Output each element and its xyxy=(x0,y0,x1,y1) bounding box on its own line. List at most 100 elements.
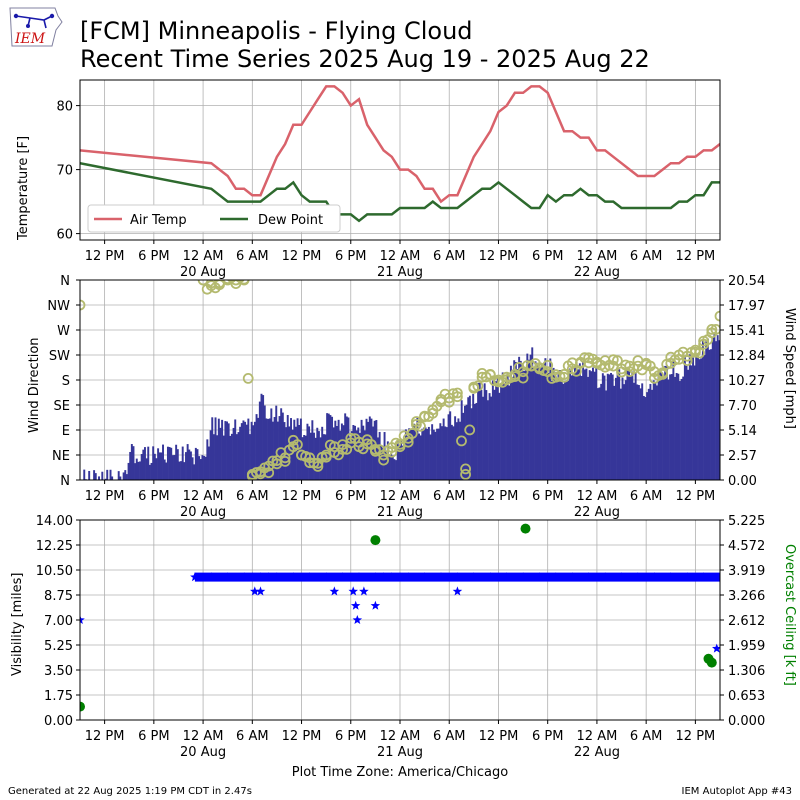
wind-direction-point xyxy=(464,424,476,436)
ceiling-tick-label: 1.306 xyxy=(728,664,765,679)
wind-speed-tick-label: 10.27 xyxy=(728,374,765,389)
wind-speed-bar xyxy=(610,372,612,480)
wind-speed-bar xyxy=(214,417,217,480)
wind-speed-bar xyxy=(216,435,219,480)
wind-speed-bar xyxy=(598,387,601,480)
wind-speed-bar xyxy=(280,408,283,480)
x-tick-label: 12 PM xyxy=(85,489,125,504)
wind-speed-bar xyxy=(590,371,593,480)
wind-speed-bar xyxy=(682,376,685,480)
wind-speed-bar xyxy=(580,376,583,480)
wind-speed-bar xyxy=(101,471,104,480)
wind-speed-bar xyxy=(677,373,680,480)
wind-speed-bar xyxy=(388,454,391,480)
wind-speed-bar xyxy=(109,469,112,480)
temperature-axis-label: Temperature [F] xyxy=(16,136,31,241)
x-tick-label: 12 AM xyxy=(380,729,421,744)
wind-speed-bar xyxy=(588,370,591,480)
ceiling-axis-label: Overcast Ceiling [k ft] xyxy=(782,544,797,686)
wind-speed-bar xyxy=(434,431,437,480)
wind-direction-point xyxy=(694,347,705,359)
wind-speed-bar xyxy=(646,392,649,480)
wind-speed-bar xyxy=(117,471,120,480)
wind-speed-bar xyxy=(281,412,284,480)
wind-direction-tick-label: N xyxy=(60,274,70,289)
x-tick-label: 6 AM xyxy=(236,489,269,504)
wind-direction-point xyxy=(283,444,295,456)
wind-speed-bar xyxy=(662,377,665,480)
wind-speed-bar xyxy=(495,381,498,480)
x-tick-label: 6 AM xyxy=(433,729,466,744)
wind-speed-bar xyxy=(680,378,683,480)
x-tick-label: 12 AM xyxy=(380,249,421,264)
wind-speed-bar xyxy=(437,428,440,480)
wind-speed-bar xyxy=(93,470,96,480)
wind-speed-bar xyxy=(189,451,192,480)
wind-speed-bar xyxy=(468,395,471,480)
wind-direction-point xyxy=(242,372,254,384)
wind-speed-bar xyxy=(485,390,488,480)
wind-speed-bar xyxy=(260,393,263,480)
ceiling-tick-label: 4.572 xyxy=(728,539,765,554)
wind-direction-point xyxy=(542,359,554,371)
wind-speed-bar xyxy=(532,366,535,480)
wind-speed-bar xyxy=(614,377,617,480)
wind-speed-bar xyxy=(585,368,588,480)
wind-direction-point xyxy=(238,280,250,285)
wind-speed-bar xyxy=(577,369,580,480)
wind-speed-bar xyxy=(211,417,214,480)
wind-speed-bar xyxy=(155,458,158,480)
wind-speed-bar xyxy=(298,424,301,480)
x-tick-label: 12 PM xyxy=(85,729,125,744)
wind-speed-bar xyxy=(226,421,228,480)
visibility-point xyxy=(350,600,361,610)
wind-speed-bar xyxy=(242,420,245,480)
wind-speed-bar xyxy=(350,431,353,480)
wind-speed-bar xyxy=(421,428,424,480)
x-tick-label: 12 PM xyxy=(479,489,519,504)
visibility-tick-label: 0.00 xyxy=(44,714,73,729)
wind-direction-point xyxy=(402,436,414,448)
wind-direction-tick-label: E xyxy=(62,424,70,439)
x-tick-label: 6 PM xyxy=(335,729,366,744)
wind-speed-bar xyxy=(514,362,517,480)
wind-direction-point xyxy=(222,280,234,286)
visibility-point xyxy=(250,586,260,596)
wind-speed-bar xyxy=(391,455,394,480)
wind-speed-bar xyxy=(358,432,361,480)
wind-speed-bar xyxy=(705,341,708,480)
wind-speed-bar xyxy=(593,371,596,480)
wind-speed-bar xyxy=(235,434,238,480)
wind-direction-tick-label: W xyxy=(57,324,70,339)
ceiling-tick-label: 5.225 xyxy=(728,514,765,529)
wind-speed-bar xyxy=(642,395,645,480)
visibility-panel: 12 PM 6 PM 12 AM 6 AM 12 PM 6 PM 12 AM 6 AM 12 P… xyxy=(36,514,765,760)
wind-speed-bar xyxy=(439,423,442,480)
wind-speed-bar xyxy=(245,424,248,480)
wind-speed-bar xyxy=(570,375,573,480)
wind-speed-bar xyxy=(546,366,548,480)
wind-speed-bar xyxy=(273,417,276,480)
wind-speed-bar xyxy=(619,388,622,480)
visibility-tick-label: 5.25 xyxy=(44,639,73,654)
wind-speed-bar xyxy=(263,405,266,480)
wind-speed-bar xyxy=(606,373,609,480)
wind-speed-bar xyxy=(483,383,486,480)
wind-speed-bar xyxy=(575,366,578,480)
wind-speed-bar xyxy=(687,369,690,480)
wind-speed-bar xyxy=(600,383,603,480)
wind-speed-bar xyxy=(352,425,355,480)
wind-speed-bar xyxy=(528,359,530,480)
wind-direction-point xyxy=(333,449,344,461)
wind-speed-bar xyxy=(636,384,639,480)
wind-speed-bar xyxy=(431,424,434,480)
date-label: 21 Aug xyxy=(377,745,423,760)
x-tick-label: 12 PM xyxy=(676,489,716,504)
wind-speed-bar xyxy=(587,376,590,480)
wind-speed-bar xyxy=(442,418,445,480)
wind-speed-bar xyxy=(509,365,512,480)
wind-speed-bar xyxy=(478,382,481,480)
wind-speed-bar xyxy=(477,382,480,480)
wind-speed-bar xyxy=(270,408,273,480)
wind-speed-bar xyxy=(711,336,714,480)
